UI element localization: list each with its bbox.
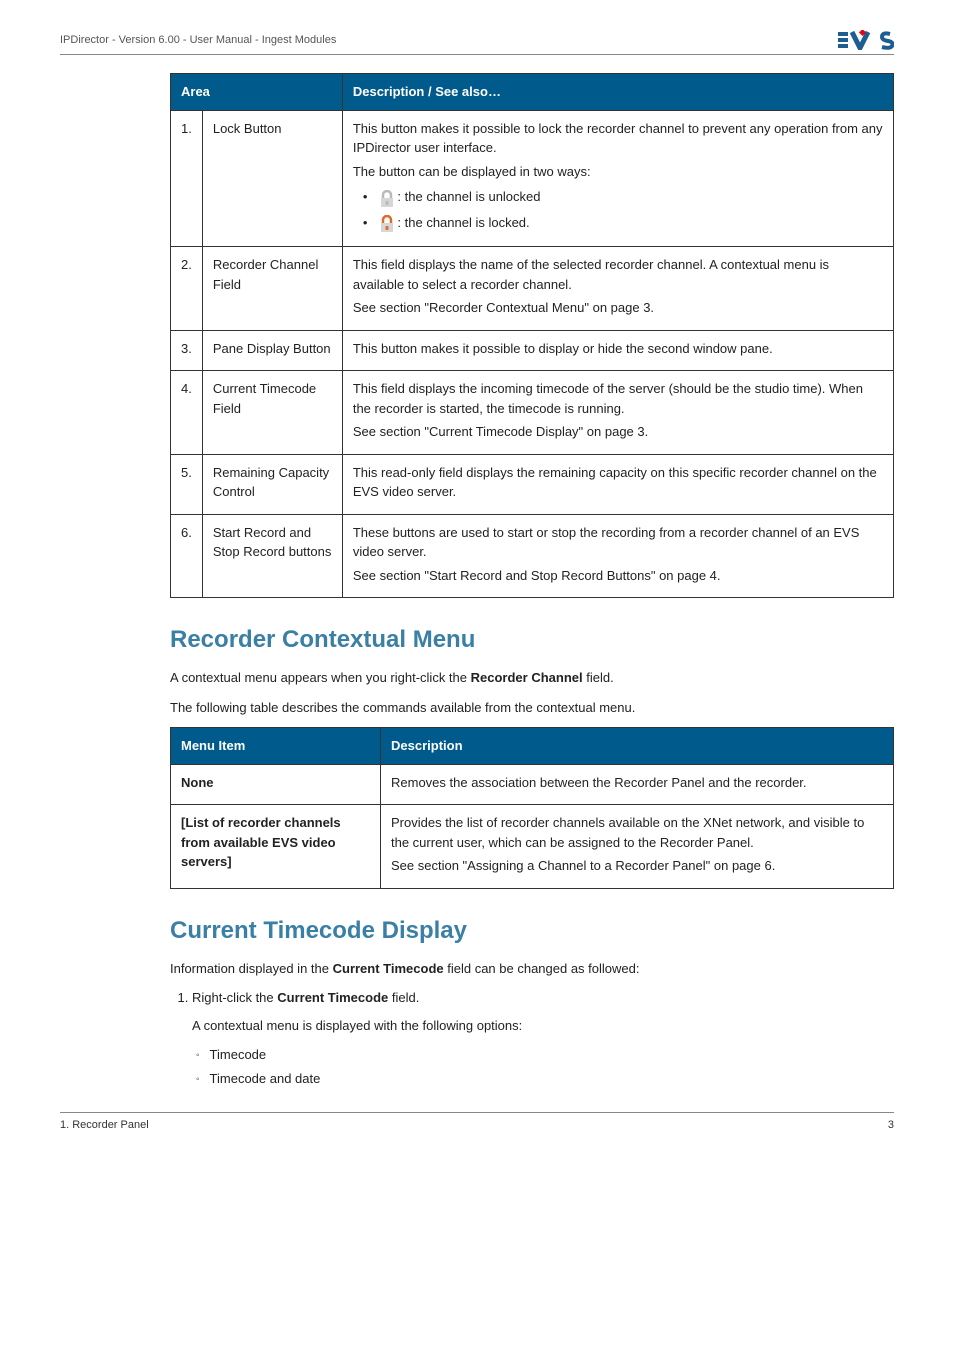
steps-list: Right-click the Current Timecode field. … xyxy=(170,988,894,1088)
row-desc: This button makes it possible to lock th… xyxy=(342,110,893,247)
menu-header: Menu Item xyxy=(171,728,381,765)
option-item: Timecode xyxy=(196,1045,894,1065)
row-desc: This field displays the name of the sele… xyxy=(342,247,893,331)
row-desc: This read-only field displays the remain… xyxy=(342,454,893,514)
lock-icon xyxy=(379,215,393,231)
row-num: 4. xyxy=(171,371,203,455)
row-label: Lock Button xyxy=(202,110,342,247)
lock-state-bullet: : the channel is unlocked xyxy=(363,187,883,207)
table-row: 6.Start Record and Stop Record buttonsTh… xyxy=(171,514,894,598)
recorder-contextual-menu-heading: Recorder Contextual Menu xyxy=(170,626,894,654)
row-num: 3. xyxy=(171,330,203,371)
page-footer: 1. Recorder Panel 3 xyxy=(60,1112,894,1131)
footer-right: 3 xyxy=(888,1119,894,1131)
menu-desc: Removes the association between the Reco… xyxy=(381,764,894,805)
row-desc: These buttons are used to start or stop … xyxy=(342,514,893,598)
row-label: Start Record and Stop Record buttons xyxy=(202,514,342,598)
options-list: Timecode Timecode and date xyxy=(196,1045,894,1088)
row-num: 2. xyxy=(171,247,203,331)
row-label: Current Timecode Field xyxy=(202,371,342,455)
lock-icon xyxy=(379,190,393,206)
row-num: 5. xyxy=(171,454,203,514)
evs-logo xyxy=(838,30,894,50)
table-row: 4.Current Timecode FieldThis field displ… xyxy=(171,371,894,455)
row-label: Remaining Capacity Control xyxy=(202,454,342,514)
doc-title: IPDirector - Version 6.00 - User Manual … xyxy=(60,34,336,46)
row-label: Pane Display Button xyxy=(202,330,342,371)
step-1: Right-click the Current Timecode field. … xyxy=(192,988,894,1088)
row-label: Recorder Channel Field xyxy=(202,247,342,331)
area-description-table: Area Description / See also… 1.Lock Butt… xyxy=(170,73,894,598)
option-item: Timecode and date xyxy=(196,1069,894,1089)
table-row: 3.Pane Display ButtonThis button makes i… xyxy=(171,330,894,371)
row-desc: This button makes it possible to display… xyxy=(342,330,893,371)
section2-intro: Information displayed in the Current Tim… xyxy=(170,959,894,979)
page-header: IPDirector - Version 6.00 - User Manual … xyxy=(60,30,894,55)
step1-sub: A contextual menu is displayed with the … xyxy=(192,1016,894,1036)
section1-intro1: A contextual menu appears when you right… xyxy=(170,668,894,688)
menu-item-table: Menu Item Description NoneRemoves the as… xyxy=(170,727,894,889)
table-row: [List of recorder channels from availabl… xyxy=(171,805,894,889)
row-num: 6. xyxy=(171,514,203,598)
menu-desc: Provides the list of recorder channels a… xyxy=(381,805,894,889)
menu-desc-header: Description xyxy=(381,728,894,765)
row-desc: This field displays the incoming timecod… xyxy=(342,371,893,455)
footer-left: 1. Recorder Panel xyxy=(60,1119,149,1131)
table-row: 5.Remaining Capacity ControlThis read-on… xyxy=(171,454,894,514)
section1-intro2: The following table describes the comman… xyxy=(170,698,894,718)
table-row: NoneRemoves the association between the … xyxy=(171,764,894,805)
area-header: Area xyxy=(171,74,343,111)
current-timecode-heading: Current Timecode Display xyxy=(170,917,894,945)
row-num: 1. xyxy=(171,110,203,247)
table-row: 1.Lock ButtonThis button makes it possib… xyxy=(171,110,894,247)
menu-label: None xyxy=(171,764,381,805)
table-row: 2.Recorder Channel FieldThis field displ… xyxy=(171,247,894,331)
lock-state-bullet: : the channel is locked. xyxy=(363,213,883,233)
menu-label: [List of recorder channels from availabl… xyxy=(171,805,381,889)
desc-header: Description / See also… xyxy=(342,74,893,111)
